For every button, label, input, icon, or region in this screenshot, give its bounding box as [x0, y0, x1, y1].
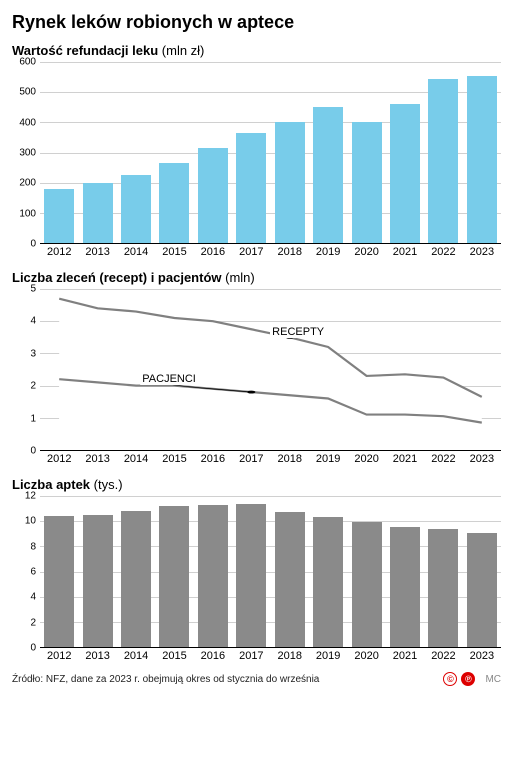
bar — [121, 175, 151, 243]
bar — [159, 163, 189, 243]
xtick-label: 2014 — [117, 244, 155, 262]
xtick-label: 2013 — [78, 648, 116, 666]
xtick-label: 2017 — [232, 451, 270, 469]
bar — [352, 122, 382, 243]
xtick-label: 2016 — [194, 244, 232, 262]
chart1: 0100200300400500600201220132014201520162… — [12, 62, 501, 262]
ytick-label: 4 — [30, 592, 36, 603]
xtick-label: 2018 — [271, 451, 309, 469]
ytick-label: 1 — [30, 413, 36, 424]
bar — [467, 76, 497, 243]
xtick-label: 2020 — [347, 244, 385, 262]
xtick-label: 2018 — [271, 648, 309, 666]
series-label: PACJENCI — [140, 373, 198, 385]
xtick-label: 2021 — [386, 648, 424, 666]
bar — [44, 516, 74, 647]
source-text: Źródło: NFZ, dane za 2023 r. obejmują ok… — [12, 674, 319, 685]
ytick-label: 500 — [19, 87, 36, 98]
footer: Źródło: NFZ, dane za 2023 r. obejmują ok… — [12, 672, 501, 686]
ytick-label: 3 — [30, 348, 36, 359]
ytick-label: 400 — [19, 117, 36, 128]
ytick-label: 5 — [30, 284, 36, 295]
ytick-label: 12 — [25, 491, 36, 502]
series-label: RECEPTY — [270, 326, 326, 338]
bar — [83, 515, 113, 647]
xtick-label: 2015 — [155, 244, 193, 262]
ytick-label: 10 — [25, 516, 36, 527]
chart1-title: Wartość refundacji leku (mln zł) — [12, 43, 501, 58]
xtick-label: 2012 — [40, 451, 78, 469]
xtick-label: 2021 — [386, 244, 424, 262]
xtick-label: 2022 — [424, 648, 462, 666]
xtick-label: 2021 — [386, 451, 424, 469]
ytick-label: 600 — [19, 57, 36, 68]
chart3-title: Liczba aptek (tys.) — [12, 477, 501, 492]
xtick-label: 2016 — [194, 648, 232, 666]
xtick-label: 2017 — [232, 648, 270, 666]
ytick-label: 300 — [19, 148, 36, 159]
chart3: 0246810122012201320142015201620172018201… — [12, 496, 501, 666]
ytick-label: 0 — [30, 239, 36, 250]
xtick-label: 2014 — [117, 451, 155, 469]
bar — [198, 505, 228, 647]
bar — [352, 522, 382, 647]
bar — [236, 133, 266, 243]
main-title: Rynek leków robionych w aptece — [12, 12, 501, 33]
bar — [236, 504, 266, 647]
ytick-label: 0 — [30, 446, 36, 457]
credit: MC — [485, 674, 501, 685]
bar — [275, 122, 305, 243]
xtick-label: 2020 — [347, 648, 385, 666]
bar — [428, 529, 458, 647]
xtick-label: 2022 — [424, 451, 462, 469]
copyright-icon: © — [443, 672, 457, 686]
bar — [390, 104, 420, 243]
xtick-label: 2015 — [155, 451, 193, 469]
ytick-label: 2 — [30, 381, 36, 392]
chart2-title: Liczba zleceń (recept) i pacjentów (mln) — [12, 270, 501, 285]
bar — [428, 79, 458, 243]
bar — [313, 107, 343, 243]
p-icon: ℗ — [461, 672, 475, 686]
bar — [467, 533, 497, 648]
ytick-label: 2 — [30, 617, 36, 628]
xtick-label: 2023 — [463, 244, 501, 262]
bar — [159, 506, 189, 647]
ytick-label: 100 — [19, 208, 36, 219]
ytick-label: 4 — [30, 316, 36, 327]
badges: © ℗ MC — [443, 672, 501, 686]
bar — [390, 527, 420, 647]
xtick-label: 2018 — [271, 244, 309, 262]
xtick-label: 2012 — [40, 244, 78, 262]
xtick-label: 2022 — [424, 244, 462, 262]
xtick-label: 2015 — [155, 648, 193, 666]
xtick-label: 2019 — [309, 451, 347, 469]
bar — [198, 148, 228, 243]
bar — [121, 511, 151, 647]
bar — [275, 512, 305, 647]
xtick-label: 2013 — [78, 451, 116, 469]
chart2: 012345RECEPTYPACJENCI2012201320142015201… — [12, 289, 501, 469]
xtick-label: 2014 — [117, 648, 155, 666]
xtick-label: 2020 — [347, 451, 385, 469]
xtick-label: 2016 — [194, 451, 232, 469]
xtick-label: 2017 — [232, 244, 270, 262]
bar — [313, 517, 343, 647]
xtick-label: 2019 — [309, 648, 347, 666]
ytick-label: 0 — [30, 643, 36, 654]
ytick-label: 6 — [30, 567, 36, 578]
xtick-label: 2019 — [309, 244, 347, 262]
xtick-label: 2012 — [40, 648, 78, 666]
xtick-label: 2013 — [78, 244, 116, 262]
ytick-label: 8 — [30, 541, 36, 552]
bar — [44, 189, 74, 243]
xtick-label: 2023 — [463, 648, 501, 666]
bar — [83, 183, 113, 243]
xtick-label: 2023 — [463, 451, 501, 469]
ytick-label: 200 — [19, 178, 36, 189]
